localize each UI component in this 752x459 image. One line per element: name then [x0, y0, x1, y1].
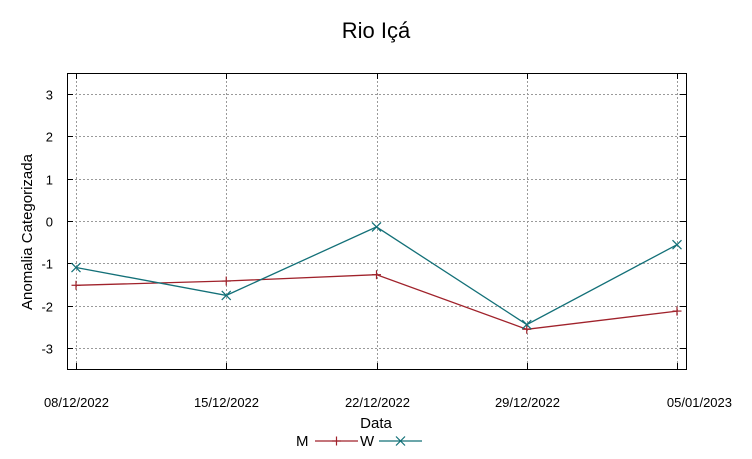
gridlines [67, 73, 686, 369]
legend-label: W [360, 433, 375, 450]
y-tick-label: 0 [46, 215, 53, 230]
y-tick-label: 1 [46, 173, 53, 188]
x-tick-label: 22/12/2022 [345, 395, 410, 410]
x-axis-label: Data [360, 415, 392, 432]
series-marker [521, 319, 532, 330]
y-tick-label: -3 [41, 342, 53, 357]
x-axis-ticks: 08/12/2022 15/12/2022 22/12/2022 29/12/2022… [44, 73, 732, 410]
series-marker [395, 436, 406, 446]
y-tick-label: 2 [46, 130, 53, 145]
x-tick-label: 29/12/2022 [495, 395, 560, 410]
series-marker [371, 221, 382, 232]
series-lines [71, 221, 682, 334]
y-tick-label: -2 [41, 300, 53, 315]
y-tick-label: -1 [41, 257, 53, 272]
y-tick-label: 3 [46, 88, 53, 103]
y-axis-label: Anomalia Categorizada [19, 153, 36, 310]
y-axis-ticks: 3 2 1 0 -1 -2 -3 [41, 88, 686, 357]
series-marker [221, 290, 232, 301]
legend-label: M [296, 433, 309, 450]
x-tick-label: 08/12/2022 [44, 395, 109, 410]
x-tick-label: 05/01/2023 [667, 395, 732, 410]
series-M [71, 270, 682, 334]
series-marker [672, 239, 682, 250]
series-line [75, 274, 678, 330]
series-W [71, 221, 682, 330]
x-tick-label: 15/12/2022 [194, 395, 259, 410]
chart-title: Rio Içá [342, 18, 411, 43]
series-marker [71, 262, 81, 273]
